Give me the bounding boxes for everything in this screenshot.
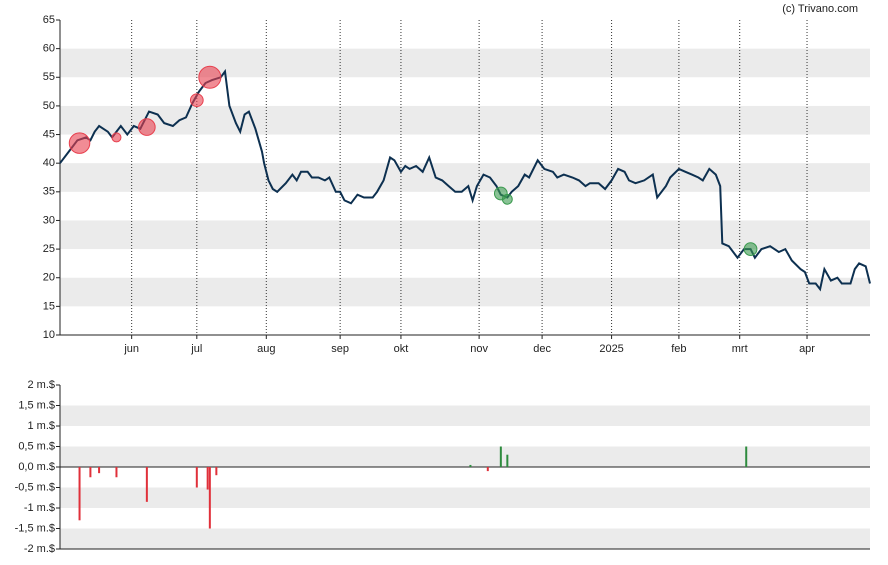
bar — [499, 446, 502, 467]
y-tick-label: -1 m.$ — [24, 502, 55, 514]
trade-marker — [198, 65, 222, 89]
y-tick-label: 65 — [43, 14, 55, 26]
trade-marker — [68, 132, 91, 154]
bar — [206, 467, 209, 490]
y-tick-label: 2 m.$ — [27, 379, 55, 391]
bar — [215, 467, 218, 476]
grid-band — [60, 446, 870, 467]
grid-band — [60, 277, 870, 307]
y-tick-label: -1,5 m.$ — [15, 522, 55, 534]
x-tick-label: aug — [257, 343, 275, 355]
bar — [506, 454, 509, 467]
y-tick-label: 60 — [43, 43, 55, 55]
grid-band — [60, 163, 870, 192]
trade-marker — [111, 132, 122, 143]
y-tick-label: 15 — [43, 300, 55, 312]
bar — [195, 467, 198, 488]
y-tick-label: 0,0 m.$ — [18, 461, 55, 473]
grid-band — [60, 405, 870, 426]
x-tick-label: sep — [331, 343, 349, 355]
y-tick-label: 0,5 m.$ — [18, 440, 55, 452]
bar — [208, 467, 211, 529]
y-tick-label: 1 m.$ — [27, 420, 55, 432]
x-tick-label: mrt — [732, 343, 748, 355]
grid-band — [60, 220, 870, 250]
trade-marker — [189, 93, 204, 108]
watermark: (c) Trivano.com — [782, 3, 858, 15]
grid-band — [60, 528, 870, 549]
trade-marker — [138, 118, 156, 136]
bar — [745, 446, 748, 467]
y-tick-label: 25 — [43, 243, 55, 255]
bar — [145, 467, 148, 502]
x-tick-label: jul — [190, 343, 202, 355]
y-tick-label: -0,5 m.$ — [15, 481, 55, 493]
x-tick-label: jun — [123, 343, 139, 355]
y-tick-label: 35 — [43, 186, 55, 198]
y-tick-label: 40 — [43, 157, 55, 169]
y-tick-label: -2 m.$ — [24, 543, 55, 555]
y-tick-label: 45 — [43, 128, 55, 140]
y-tick-label: 55 — [43, 71, 55, 83]
trade-marker — [743, 242, 758, 256]
bar — [115, 467, 118, 478]
bar — [89, 467, 92, 478]
grid-band — [60, 487, 870, 508]
x-tick-label: nov — [470, 343, 488, 355]
x-tick-label: feb — [671, 343, 686, 355]
x-tick-label: apr — [799, 343, 815, 355]
y-tick-label: 1,5 m.$ — [18, 399, 55, 411]
bar — [486, 467, 489, 472]
y-tick-label: 20 — [43, 272, 55, 284]
grid-band — [60, 48, 870, 78]
bar — [469, 464, 472, 467]
y-tick-label: 30 — [43, 214, 55, 226]
x-tick-label: dec — [533, 343, 551, 355]
grid-band — [60, 105, 870, 135]
bar — [98, 467, 101, 474]
trade-marker — [501, 193, 513, 205]
y-tick-label: 50 — [43, 100, 55, 112]
y-tick-label: 10 — [43, 329, 55, 341]
x-tick-label: okt — [394, 343, 409, 355]
x-tick-label: 2025 — [599, 343, 623, 355]
bar — [78, 467, 81, 521]
